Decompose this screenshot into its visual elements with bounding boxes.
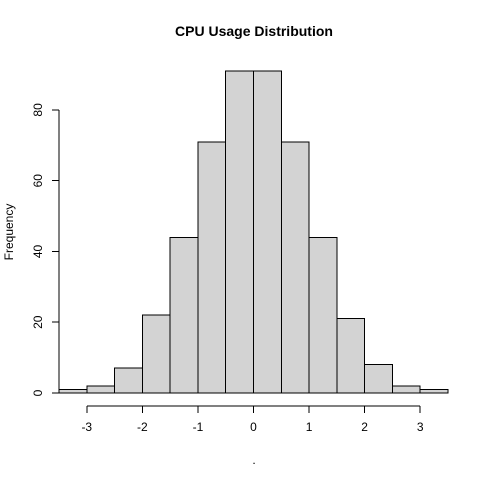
x-tick-label: 0 [250,420,257,434]
x-tick-label: 3 [417,420,424,434]
histogram-bar [141,314,171,394]
histogram-bar [253,70,282,394]
histogram-bar [197,141,227,394]
x-tick-label: -1 [193,420,204,434]
histogram-bar [169,236,199,394]
histogram-bar [58,388,88,394]
histogram-bar [225,70,254,394]
x-tick-label: 1 [306,420,313,434]
histogram-bar [114,367,143,394]
y-axis-label: Frequency [2,204,16,261]
x-axis-label: . [252,453,255,467]
histogram-bar [308,236,338,394]
histogram-bar [86,385,116,394]
histogram-bar [280,141,310,394]
x-tick-label: -2 [137,420,148,434]
y-tick-label: 40 [31,244,45,258]
y-tick-label: 60 [31,174,45,188]
chart-title: CPU Usage Distribution [175,23,333,39]
histogram-bar [364,364,393,394]
histogram-bar [391,385,421,394]
histogram-bars [58,70,449,394]
y-tick-label: 0 [31,389,45,396]
x-axis: -3 -2 -1 0 1 2 3 [81,405,424,434]
x-tick-label: -3 [81,420,92,434]
histogram-bar [336,318,366,394]
y-tick-label: 80 [31,103,45,117]
y-tick-label: 20 [31,315,45,329]
y-axis: 0 20 40 60 80 [31,103,60,396]
x-tick-label: 2 [361,420,368,434]
histogram-bar [419,388,449,394]
